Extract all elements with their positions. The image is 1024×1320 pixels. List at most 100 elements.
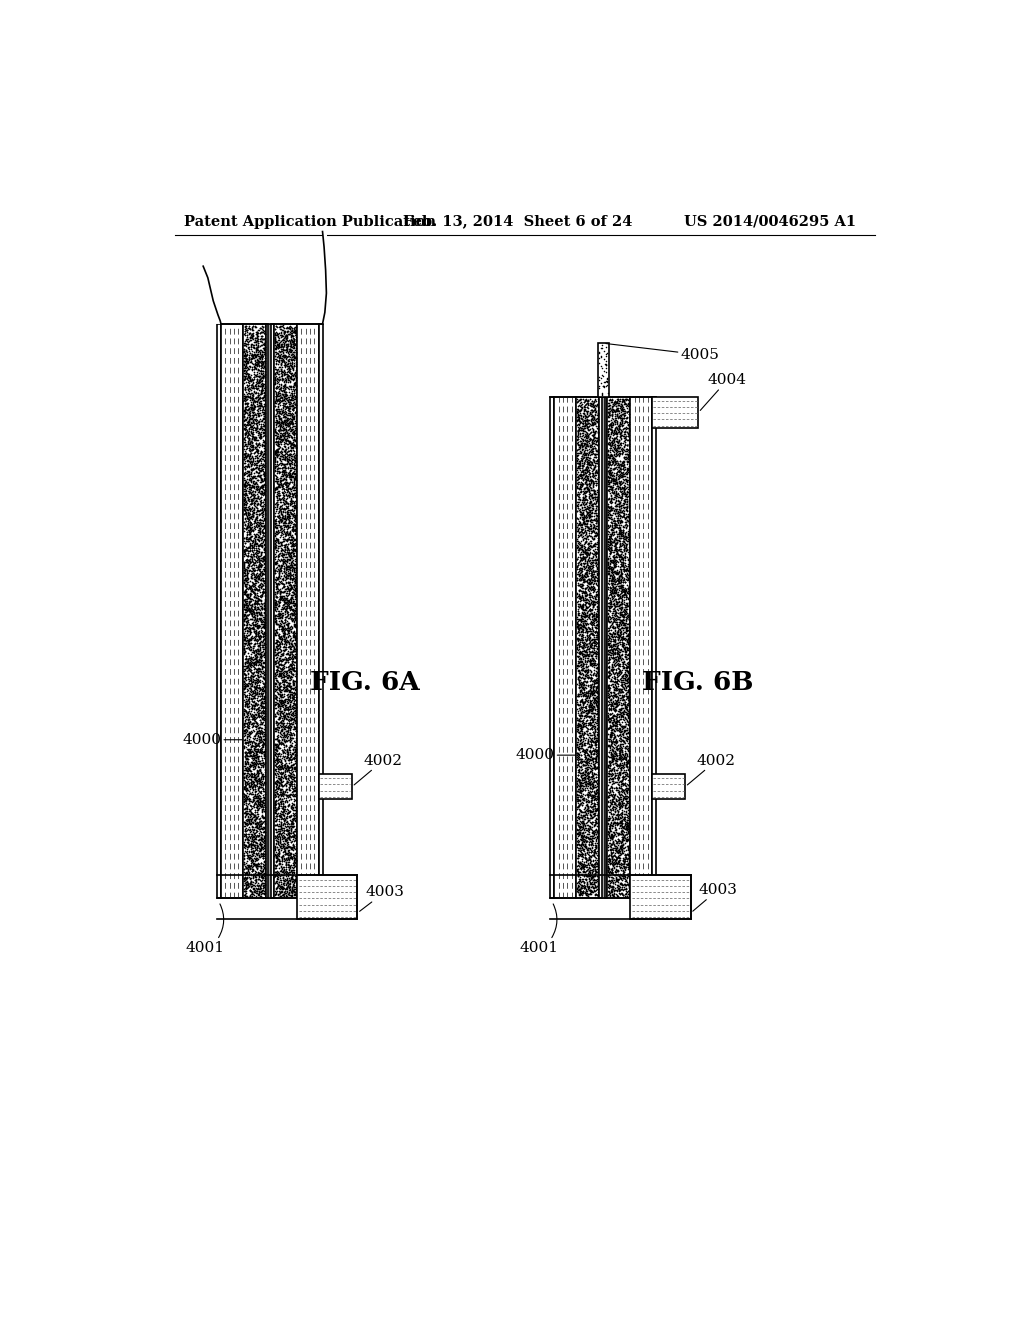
Point [579,591,595,612]
Point [245,791,261,812]
Point [255,434,271,455]
Point [288,375,304,396]
Point [573,882,590,903]
Point [249,593,265,614]
Point [238,686,254,708]
Point [247,747,263,768]
Point [620,787,636,808]
Point [606,532,623,553]
Point [272,692,289,713]
Point [237,330,253,351]
Point [581,645,597,667]
Point [268,432,285,453]
Point [244,595,260,616]
Point [584,572,600,593]
Point [602,875,618,896]
Point [601,450,617,471]
Point [236,610,252,631]
Point [255,356,271,378]
Point [583,531,599,552]
Point [590,879,606,900]
Point [605,453,622,474]
Point [618,620,635,642]
Point [281,817,297,838]
Point [250,546,266,568]
Point [267,686,284,708]
Point [590,785,606,807]
Point [254,315,270,337]
Point [269,494,286,515]
Point [580,702,596,723]
Point [250,826,266,847]
Point [249,558,265,579]
Point [283,327,299,348]
Point [605,793,622,814]
Point [279,422,295,444]
Point [602,784,618,805]
Point [574,729,591,750]
Point [242,659,258,680]
Point [570,721,587,742]
Point [270,825,287,846]
Point [273,644,290,665]
Text: 4002: 4002 [354,754,402,785]
Point [284,642,300,663]
Point [617,880,634,902]
Point [279,576,295,597]
Point [287,717,303,738]
Point [621,506,637,527]
Point [236,659,252,680]
Point [271,804,288,825]
Point [275,672,292,693]
Point [240,544,256,565]
Point [247,805,263,826]
Point [603,824,620,845]
Point [286,851,302,873]
Point [575,672,592,693]
Point [572,430,589,451]
Point [244,475,260,496]
Point [614,451,631,473]
Point [238,568,254,589]
Point [283,418,299,440]
Point [620,619,636,640]
Point [588,788,604,809]
Point [604,582,621,603]
Point [276,455,293,477]
Point [280,458,296,479]
Point [248,507,264,528]
Point [616,784,633,805]
Point [237,609,253,630]
Point [255,375,271,396]
Point [240,667,256,688]
Point [282,692,298,713]
Point [586,607,602,628]
Point [238,528,254,549]
Point [570,487,587,508]
Point [606,785,623,807]
Point [239,874,255,895]
Point [569,764,586,785]
Point [274,553,291,574]
Point [580,682,596,704]
Point [286,576,302,597]
Point [281,578,297,599]
Point [267,622,284,643]
Point [616,583,633,605]
Point [612,693,629,714]
Point [247,480,263,502]
Point [615,611,632,632]
Point [276,407,293,428]
Point [581,838,597,859]
Point [611,656,628,677]
Point [272,861,289,882]
Point [579,639,595,660]
Point [249,399,265,420]
Point [577,399,593,420]
Point [612,814,629,836]
Point [611,841,628,862]
Point [599,381,615,403]
Point [243,644,259,665]
Point [574,675,591,696]
Point [266,524,283,545]
